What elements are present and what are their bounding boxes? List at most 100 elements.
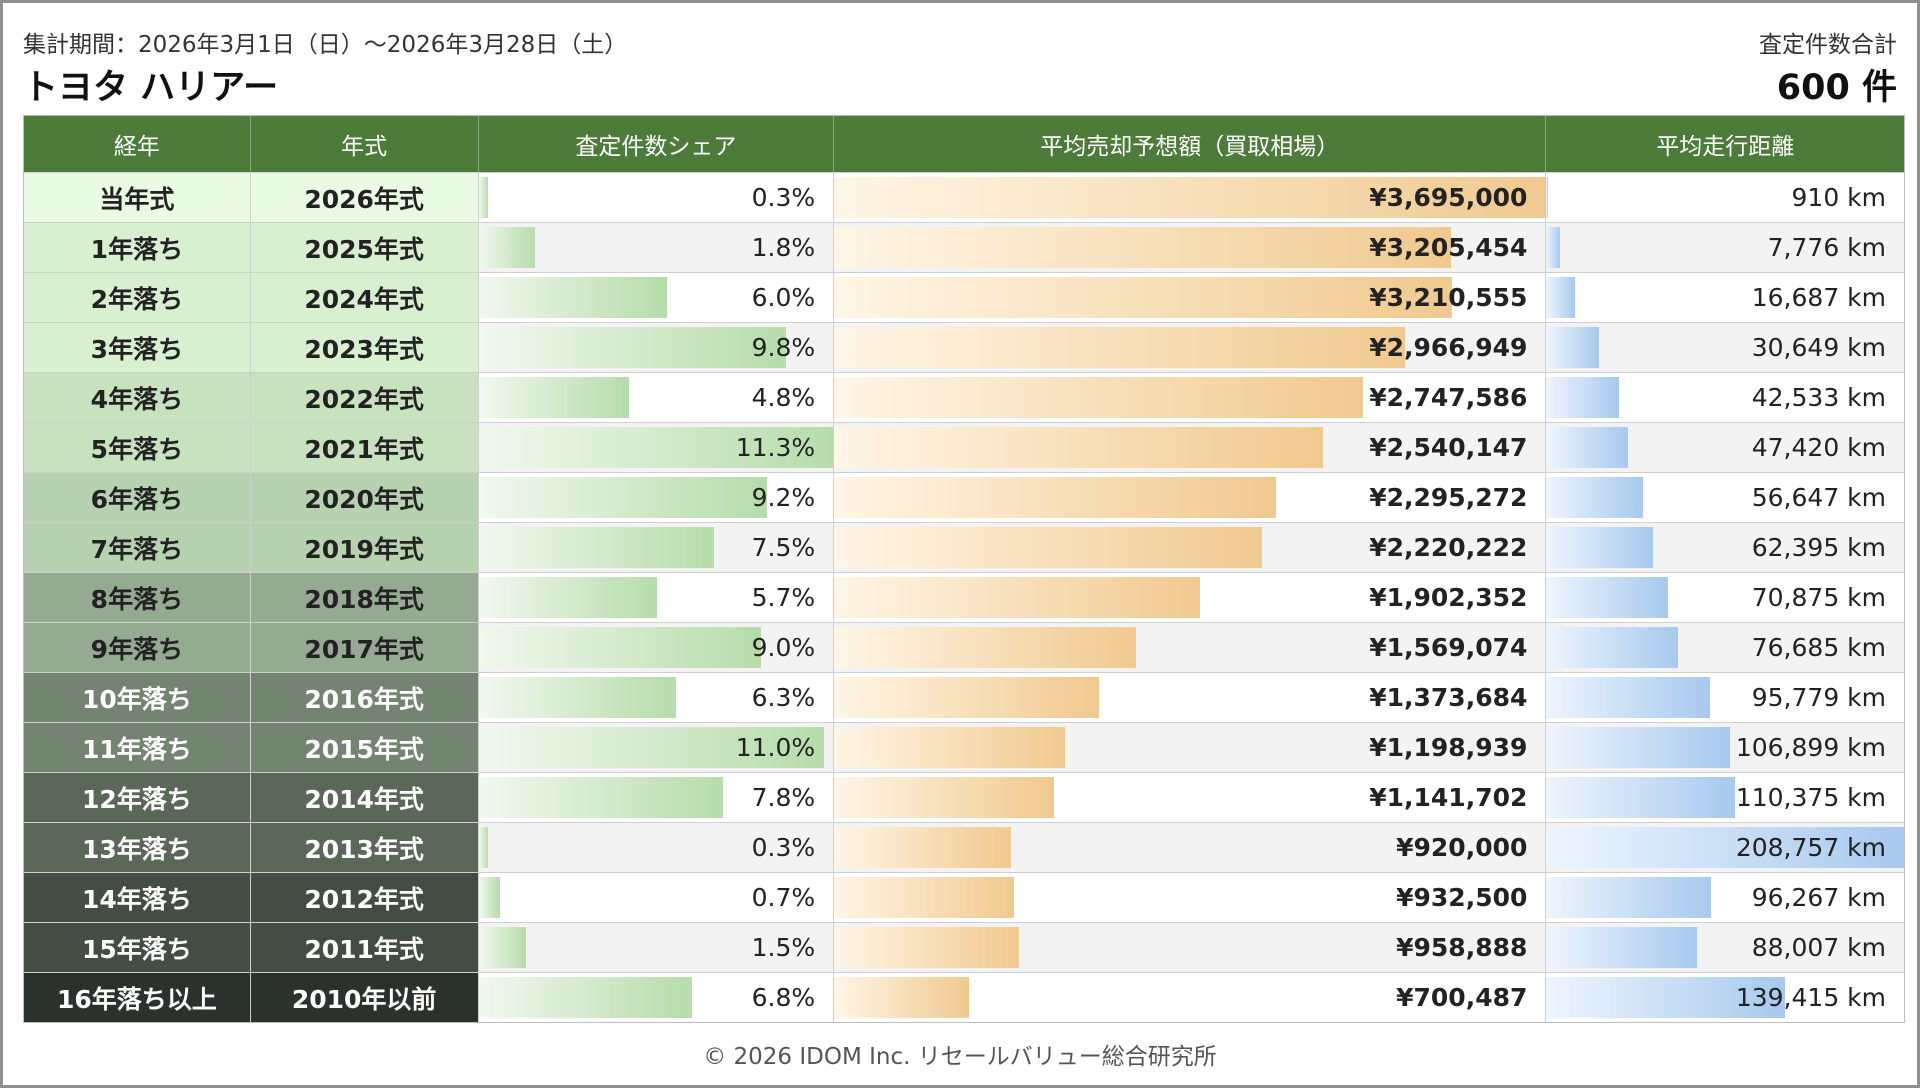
distance-cell: 30,649 km [1546,323,1905,372]
share-value: 7.8% [751,783,816,812]
share-value: 9.2% [751,483,816,512]
table-row: 10年落ち 2016年式 6.3% ¥1,373,684 95,779 km [24,672,1905,722]
share-value: 5.7% [751,583,816,612]
distance-cell: 110,375 km [1546,773,1905,822]
price-bar [834,977,969,1018]
table-row: 9年落ち 2017年式 9.0% ¥1,569,074 76,685 km [24,622,1905,672]
distance-bar [1546,277,1575,318]
distance-value: 56,647 km [1751,483,1887,512]
share-cell: 1.8% [478,223,835,272]
share-value: 1.8% [751,233,816,262]
distance-value: 16,687 km [1751,283,1887,312]
copyright-footer: © 2026 IDOM Inc. リセールバリュー総合研究所 [703,1044,1217,1070]
share-bar [478,377,630,418]
share-cell: 9.0% [478,623,835,672]
header-price: 平均売却予想額（買取相場） [834,116,1547,172]
share-cell: 7.5% [478,523,835,572]
share-bar [478,977,692,1018]
distance-bar [1546,527,1654,568]
distance-value: 76,685 km [1751,633,1887,662]
age-cell: 7年落ち [24,523,251,572]
distance-cell: 88,007 km [1546,923,1905,972]
price-value: ¥2,966,949 [1369,333,1528,362]
price-value: ¥1,141,702 [1369,783,1528,812]
share-bar [478,777,724,818]
price-bar [834,327,1406,368]
distance-bar [1546,827,1905,868]
share-bar [478,577,658,618]
distance-value: 70,875 km [1751,583,1887,612]
share-bar [478,177,488,218]
share-bar [478,727,824,768]
distance-bar [1546,727,1730,768]
table-row: 3年落ち 2023年式 9.8% ¥2,966,949 30,649 km [24,322,1905,372]
share-bar [478,827,488,868]
distance-bar [1546,427,1628,468]
distance-value: 42,533 km [1751,383,1887,412]
distance-cell: 95,779 km [1546,673,1905,722]
price-value: ¥1,902,352 [1369,583,1528,612]
distance-cell: 47,420 km [1546,423,1905,472]
price-bar [834,827,1012,868]
header-share: 査定件数シェア [479,116,835,172]
share-bar [478,527,714,568]
price-value: ¥1,198,939 [1369,733,1528,762]
header-distance: 平均走行距離 [1656,134,1795,160]
distance-cell: 106,899 km [1546,723,1905,772]
table-row: 2年落ち 2024年式 6.0% ¥3,210,555 16,687 km [24,272,1905,322]
share-value: 0.3% [751,183,816,212]
distance-cell: 139,415 km [1546,973,1905,1022]
share-bar [478,227,536,268]
car-name: トヨタ ハリアー [23,68,279,108]
year-cell: 2024年式 [250,273,479,322]
age-cell: 16年落ち以上 [24,973,251,1022]
price-bar [834,727,1065,768]
price-value: ¥958,888 [1396,933,1528,962]
share-cell: 0.3% [478,823,835,872]
price-bar [834,777,1054,818]
share-cell: 4.8% [478,373,835,422]
price-cell: ¥1,373,684 [834,673,1547,722]
year-cell: 2011年式 [250,923,479,972]
table-header: 経年 年式 査定件数シェア 平均売却予想額（買取相場） 平均走行距離 [24,116,1904,172]
distance-bar [1546,777,1736,818]
share-value: 0.3% [751,833,816,862]
distance-bar [1546,927,1698,968]
age-cell: 14年落ち [24,873,251,922]
age-cell: 13年落ち [24,823,251,872]
price-cell: ¥3,695,000 [834,173,1547,222]
distance-value: 30,649 km [1751,333,1887,362]
age-cell: 4年落ち [24,373,251,422]
age-cell: 当年式 [24,173,251,222]
distance-value: 139,415 km [1735,983,1887,1012]
price-bar [834,627,1137,668]
price-bar [834,677,1099,718]
age-cell: 5年落ち [24,423,251,472]
distance-value: 208,757 km [1735,833,1887,862]
price-value: ¥3,210,555 [1369,283,1528,312]
share-bar [478,277,667,318]
distance-bar [1546,377,1620,418]
header-age: 経年 [24,116,251,172]
price-bar [834,927,1019,968]
price-bar [834,277,1453,318]
share-bar [478,327,787,368]
table-row: 16年落ち以上 2010年以前 6.8% ¥700,487 139,415 km [24,972,1905,1022]
price-value: ¥1,373,684 [1369,683,1528,712]
price-cell: ¥2,966,949 [834,323,1547,372]
price-cell: ¥2,747,586 [834,373,1547,422]
distance-cell: 42,533 km [1546,373,1905,422]
table-row: 1年落ち 2025年式 1.8% ¥3,205,454 7,776 km [24,222,1905,272]
age-cell: 15年落ち [24,923,251,972]
year-cell: 2021年式 [250,423,479,472]
price-cell: ¥932,500 [834,873,1547,922]
price-bar [834,377,1364,418]
price-value: ¥3,205,454 [1369,233,1528,262]
price-value: ¥920,000 [1396,833,1528,862]
year-cell: 2018年式 [250,573,479,622]
share-value: 0.7% [751,883,816,912]
year-cell: 2020年式 [250,473,479,522]
price-bar [834,227,1452,268]
price-cell: ¥920,000 [834,823,1547,872]
distance-bar [1546,577,1668,618]
